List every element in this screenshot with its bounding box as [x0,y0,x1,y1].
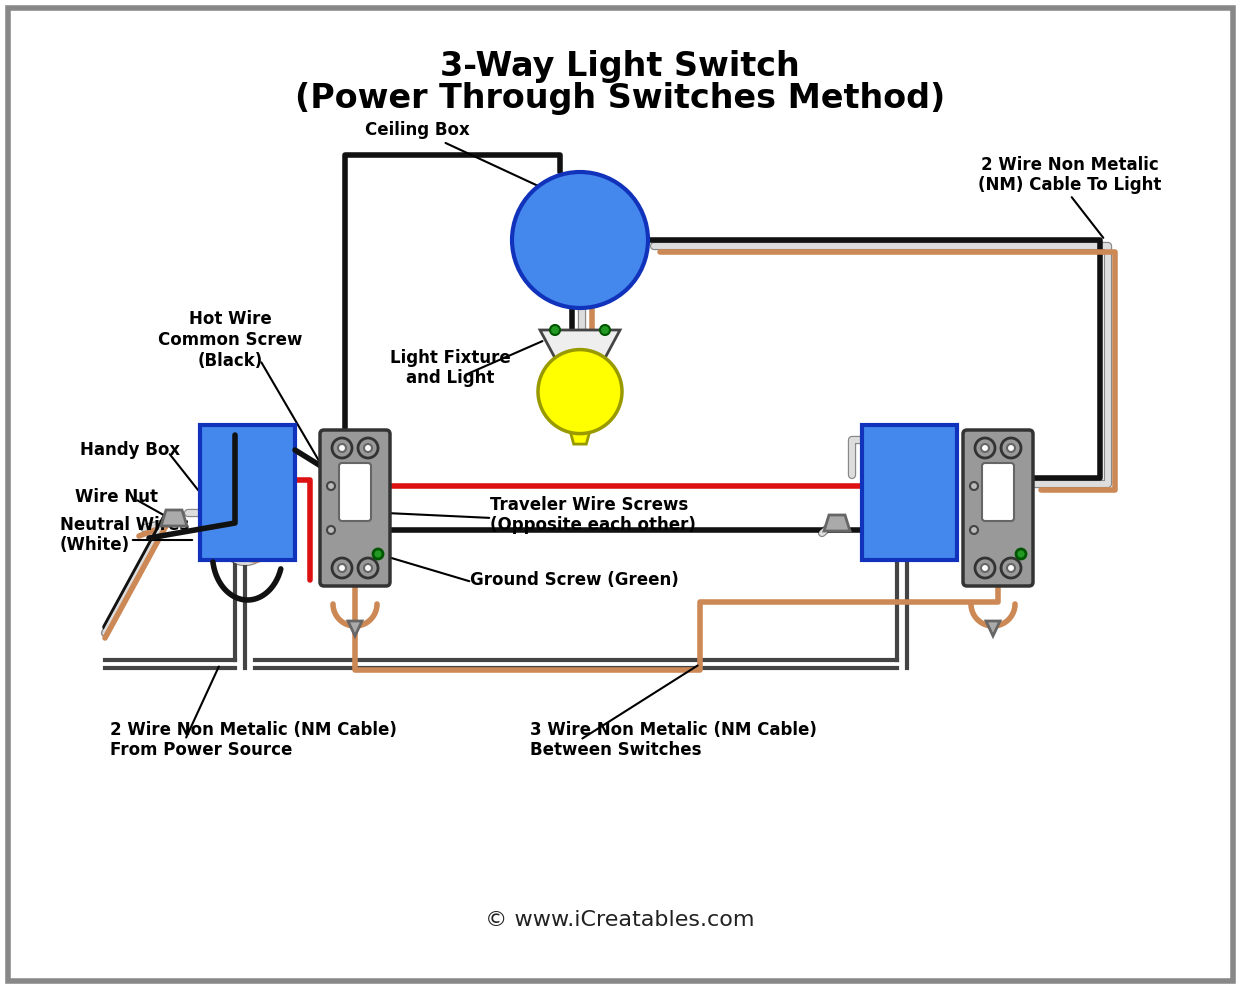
Circle shape [333,558,352,578]
Polygon shape [161,510,187,526]
Circle shape [980,444,989,452]
FancyBboxPatch shape [339,463,371,521]
Circle shape [513,172,648,308]
Text: Ground Screw (Green): Ground Screw (Green) [470,571,679,589]
Circle shape [364,444,372,452]
Polygon shape [540,330,620,358]
Text: Traveler Wire Screws
(Opposite each other): Traveler Wire Screws (Opposite each othe… [490,495,696,534]
Circle shape [970,482,978,490]
Circle shape [539,349,622,433]
Bar [200,425,295,560]
Circle shape [364,564,372,572]
Bar [567,358,593,374]
Circle shape [326,526,335,534]
Circle shape [975,558,995,578]
Text: Neutral Wires
(White): Neutral Wires (White) [60,515,189,555]
Text: Ceiling Box: Ceiling Box [365,121,587,209]
Circle shape [599,325,611,335]
Text: 2 Wire Non Metalic
(NM) Cable To Light: 2 Wire Non Metalic (NM) Cable To Light [978,155,1162,195]
Polygon shape [567,421,593,444]
Circle shape [1001,438,1021,458]
Text: 3 Wire Non Metalic (NM Cable)
Between Switches: 3 Wire Non Metalic (NM Cable) Between Sw… [530,721,817,760]
Circle shape [1016,549,1026,559]
Circle shape [338,564,346,572]
Text: (Power Through Switches Method): (Power Through Switches Method) [295,82,946,115]
Circle shape [333,438,352,458]
Circle shape [970,526,978,534]
Circle shape [338,444,346,452]
Circle shape [550,325,560,335]
Text: 2 Wire Non Metalic (NM Cable)
From Power Source: 2 Wire Non Metalic (NM Cable) From Power… [110,721,397,760]
Text: Light Fixture
and Light: Light Fixture and Light [390,348,510,388]
Circle shape [1006,564,1015,572]
Polygon shape [347,621,362,636]
Polygon shape [987,621,1000,636]
Circle shape [1001,558,1021,578]
Circle shape [975,438,995,458]
FancyBboxPatch shape [963,430,1033,586]
FancyBboxPatch shape [320,430,390,586]
Circle shape [357,438,379,458]
Bar [862,425,957,560]
Text: Hot Wire
Common Screw
(Black): Hot Wire Common Screw (Black) [158,311,303,370]
Text: Wire Nut: Wire Nut [74,488,158,506]
FancyBboxPatch shape [982,463,1014,521]
Circle shape [980,564,989,572]
Text: Handy Box: Handy Box [79,441,180,459]
Circle shape [374,549,383,559]
Circle shape [1006,444,1015,452]
Text: © www.iCreatables.com: © www.iCreatables.com [485,910,755,930]
Polygon shape [824,515,850,531]
Circle shape [326,482,335,490]
Text: 3-Way Light Switch: 3-Way Light Switch [441,50,800,83]
Circle shape [357,558,379,578]
